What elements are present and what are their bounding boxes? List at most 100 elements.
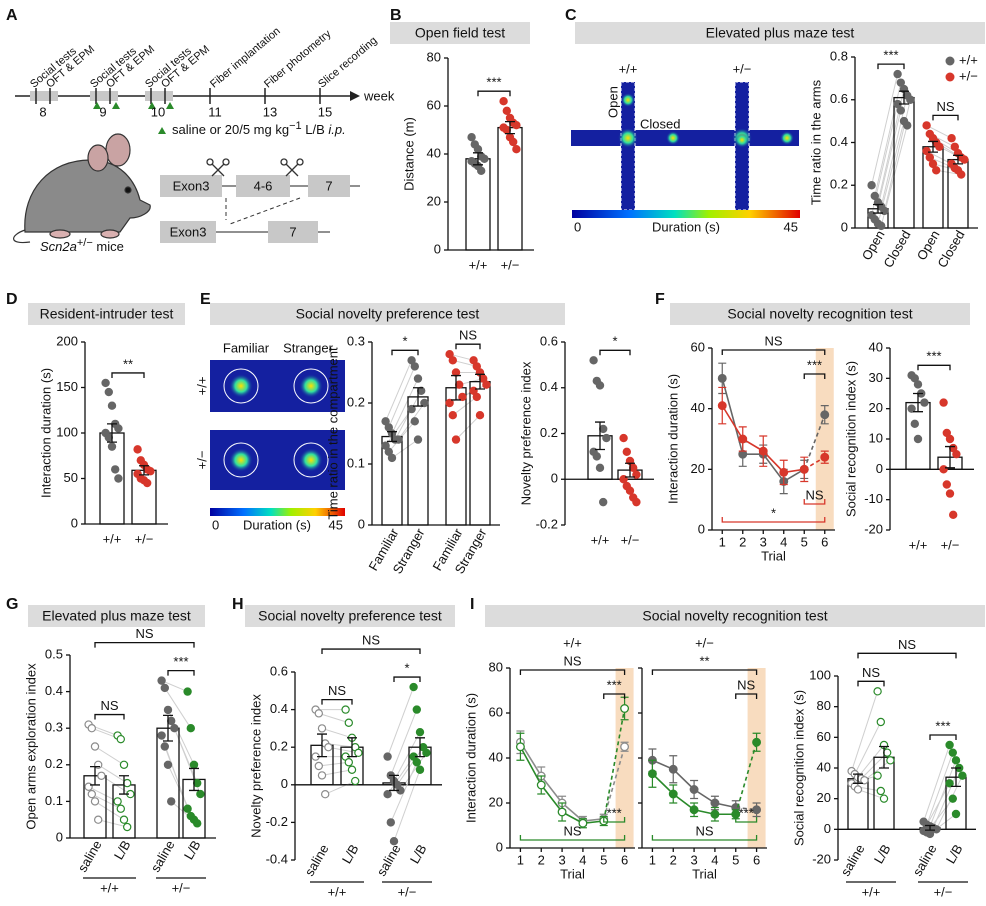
significance-label: ** bbox=[699, 653, 709, 668]
heat-spot bbox=[299, 448, 323, 472]
data-point bbox=[116, 804, 126, 813]
error-bar bbox=[873, 203, 883, 214]
week-label: 11 bbox=[208, 104, 222, 119]
data-point bbox=[515, 742, 525, 752]
data-point bbox=[947, 134, 956, 143]
data-point bbox=[948, 794, 958, 803]
significance-label: NS bbox=[362, 632, 380, 647]
data-point bbox=[945, 489, 955, 498]
data-point bbox=[932, 166, 941, 175]
x-tick-label: 6 bbox=[753, 852, 760, 867]
data-point bbox=[113, 797, 122, 806]
data-point bbox=[925, 153, 935, 162]
paired-line bbox=[385, 408, 413, 446]
heat-spot bbox=[229, 374, 253, 398]
group-label: +/− bbox=[934, 884, 953, 899]
data-point bbox=[910, 419, 920, 429]
significance-label: *** bbox=[173, 654, 188, 669]
panel-letter: H bbox=[232, 596, 244, 613]
error-bar bbox=[107, 423, 117, 443]
week-label: 13 bbox=[263, 104, 277, 119]
significance-bracket bbox=[94, 641, 195, 648]
significance-label: ** bbox=[123, 356, 133, 371]
data-point bbox=[189, 760, 199, 770]
data-point bbox=[413, 435, 423, 444]
data-point bbox=[883, 748, 892, 757]
y-tick-label: 100 bbox=[809, 667, 831, 682]
error-bar bbox=[913, 392, 923, 413]
maze-heatmap bbox=[571, 81, 685, 211]
paired-line bbox=[324, 780, 356, 795]
error-bar bbox=[595, 421, 605, 451]
bar bbox=[469, 380, 491, 526]
x-tick-label: saline bbox=[838, 842, 868, 879]
x-tick-label: +/+ bbox=[469, 257, 488, 272]
data-point bbox=[860, 776, 869, 785]
y-tick-label: 40 bbox=[691, 400, 705, 415]
data-point bbox=[925, 829, 935, 839]
group-label: +/− bbox=[398, 884, 417, 899]
panel-a: A Social tests OFT & EPM Social tests OF… bbox=[6, 7, 395, 254]
data-point bbox=[482, 380, 491, 389]
data-point bbox=[344, 718, 353, 727]
panel-letter: B bbox=[390, 7, 402, 24]
error-bar bbox=[473, 152, 483, 166]
colorbar-max: 45 bbox=[784, 219, 798, 234]
data-point bbox=[903, 121, 912, 130]
error-bar bbox=[189, 767, 199, 792]
data-point bbox=[620, 704, 630, 713]
data-point bbox=[160, 683, 169, 693]
x-tick-label: saline bbox=[302, 842, 332, 879]
heat-spot bbox=[780, 131, 794, 145]
error-bar bbox=[90, 765, 100, 786]
week-label: 10 bbox=[151, 104, 165, 119]
x-tick-label: saline bbox=[910, 842, 940, 879]
paired-line bbox=[385, 360, 413, 422]
data-point bbox=[820, 452, 830, 462]
data-point bbox=[104, 387, 114, 397]
data-point bbox=[906, 95, 915, 104]
paired-line bbox=[864, 759, 891, 781]
data-point bbox=[467, 132, 476, 142]
x-tick-label: +/− bbox=[941, 537, 960, 552]
legend-label: +/− bbox=[959, 68, 978, 83]
y-tick-label: 80 bbox=[817, 698, 831, 713]
test-block bbox=[30, 91, 58, 101]
panel-letter: E bbox=[200, 291, 211, 308]
y-tick-label: 20 bbox=[691, 461, 705, 476]
error-bar bbox=[879, 745, 889, 769]
x-tick-label: 3 bbox=[690, 852, 697, 867]
data-point bbox=[146, 467, 155, 476]
significance-label: NS bbox=[898, 637, 916, 652]
x-tick-label: L/B bbox=[181, 838, 204, 862]
heat-spot bbox=[735, 133, 749, 147]
x-tick-label: 1 bbox=[517, 852, 524, 867]
data-point bbox=[383, 790, 392, 799]
y-tick-label: 0.4 bbox=[540, 379, 558, 394]
data-point bbox=[945, 779, 954, 788]
significance-label: NS bbox=[695, 823, 713, 838]
data-point bbox=[480, 154, 489, 163]
y-tick-label: -20 bbox=[812, 851, 831, 866]
data-point bbox=[170, 724, 179, 733]
data-point bbox=[689, 785, 699, 794]
significance-bracket bbox=[455, 343, 481, 350]
data-point bbox=[107, 401, 117, 410]
maze-heatmap bbox=[685, 81, 799, 211]
y-tick-label: 0.4 bbox=[270, 701, 288, 716]
data-point bbox=[114, 424, 123, 433]
data-point bbox=[477, 166, 486, 175]
data-point bbox=[157, 731, 166, 740]
series-line bbox=[602, 746, 626, 819]
significance-label: *** bbox=[935, 718, 950, 733]
data-point bbox=[958, 771, 967, 780]
data-point bbox=[668, 789, 678, 799]
cup bbox=[223, 368, 259, 404]
compartment-label: Familiar bbox=[223, 340, 270, 355]
group-label: +/+ bbox=[862, 884, 881, 899]
title-box bbox=[485, 605, 985, 627]
significance-bracket bbox=[929, 734, 957, 740]
x-tick-label: L/B bbox=[407, 842, 430, 866]
data-point bbox=[589, 356, 598, 365]
significance-bracket bbox=[603, 693, 626, 699]
